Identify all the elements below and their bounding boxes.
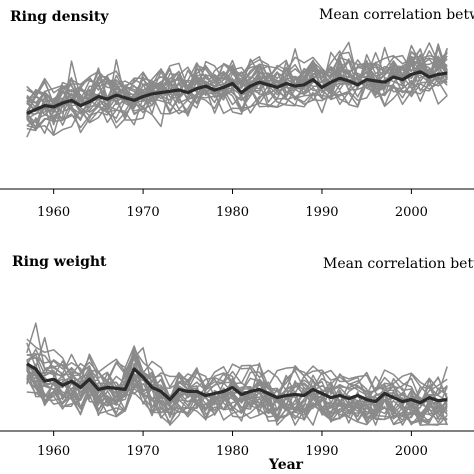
panel-ring-density: Ring density Mean correlation betwe 1960…: [0, 7, 474, 220]
x-tick-label: 1980: [216, 444, 249, 459]
series-line: [26, 50, 448, 96]
series-line: [26, 79, 448, 138]
series-line: [26, 348, 448, 409]
panel-subtitle-ring-weight: Mean correlation betwe: [323, 256, 474, 272]
x-tick-label: 1960: [37, 444, 70, 459]
series-line: [26, 368, 448, 426]
x-tick-label: 2000: [395, 205, 428, 220]
mean-series-line: [26, 70, 448, 115]
series-line: [26, 48, 448, 105]
panel-ring-weight: Ring weight Mean correlation betwe 19601…: [0, 254, 474, 473]
mean-line-group-ring-weight: [26, 362, 448, 405]
x-tick-label: 1990: [305, 205, 338, 220]
x-tick-label: 1970: [127, 205, 160, 220]
mean-line-group-ring-density: [26, 70, 448, 115]
series-line: [26, 345, 448, 402]
series-line: [26, 375, 448, 425]
x-tick-label: 1970: [127, 444, 160, 459]
x-tick-label: 2000: [395, 444, 428, 459]
x-axis-title: Year: [268, 457, 304, 473]
panel-title-ring-density: Ring density: [10, 9, 109, 25]
series-line: [26, 370, 448, 422]
panel-title-ring-weight: Ring weight: [12, 254, 107, 270]
x-tick-label: 1990: [305, 444, 338, 459]
series-line: [26, 42, 448, 112]
mean-series-line: [26, 362, 448, 405]
x-tick-label: 1980: [216, 205, 249, 220]
x-tick-label: 1960: [37, 205, 70, 220]
series-line: [26, 370, 448, 426]
series-lines-ring-weight: [26, 322, 448, 426]
x-ticks-ring-density: 1960 1970 1980 1990 2000: [37, 189, 428, 220]
series-line: [26, 43, 448, 134]
x-ticks-ring-weight: 1960 1970 1980 1990 2000: [37, 431, 428, 459]
panel-subtitle-ring-density: Mean correlation betwe: [319, 7, 474, 23]
series-line: [26, 52, 448, 113]
